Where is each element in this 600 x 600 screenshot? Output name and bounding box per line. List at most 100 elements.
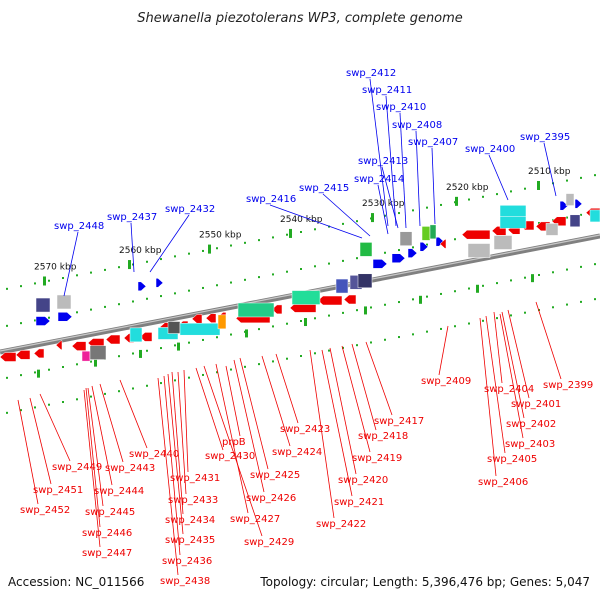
track-dot xyxy=(412,209,414,212)
reverse-gene-arrow xyxy=(71,341,87,351)
track-dot xyxy=(244,365,246,368)
track-dot xyxy=(174,292,176,295)
reverse-leader-line xyxy=(499,313,524,439)
track-dot xyxy=(258,328,260,331)
reverse-leader-line xyxy=(493,311,503,384)
reverse-leader-line xyxy=(261,355,291,447)
scale-tick-mark xyxy=(245,329,248,338)
reverse-gene-label: swp_2447 xyxy=(82,548,132,559)
forward-gene-label: swp_2410 xyxy=(376,102,426,113)
forward-gene-arrow xyxy=(391,253,406,263)
scale-tick-mark xyxy=(304,318,307,327)
forward-gene-arrow xyxy=(35,316,51,326)
scale-tick-mark xyxy=(37,369,40,378)
gene-feature-block xyxy=(129,327,143,343)
track-dot xyxy=(580,213,582,216)
forward-gene-arrow xyxy=(57,312,73,322)
forward-leader-line xyxy=(488,154,509,201)
track-dot xyxy=(552,306,554,309)
track-dot xyxy=(230,244,232,247)
gene-feature-block xyxy=(217,314,227,330)
track-dot xyxy=(90,360,92,363)
track-dot xyxy=(146,384,148,387)
reverse-gene-arrow xyxy=(271,304,283,315)
forward-gene-label: swp_2395 xyxy=(520,132,570,143)
track-dot xyxy=(146,260,148,263)
track-dot xyxy=(286,233,288,236)
scale-tick-mark xyxy=(208,244,211,254)
track-dot xyxy=(566,179,568,182)
forward-leader-line xyxy=(381,166,399,229)
track-dot xyxy=(62,401,64,404)
reverse-leader-line xyxy=(225,365,241,437)
reverse-leader-line xyxy=(83,389,101,548)
track-dot xyxy=(356,220,358,223)
track-dot xyxy=(468,287,470,290)
reverse-gene-label: prpB xyxy=(222,437,246,448)
reverse-gene-label: swp_2401 xyxy=(511,399,561,410)
track-dot xyxy=(160,382,162,385)
track-dot xyxy=(230,368,232,371)
reverse-gene-label: swp_2436 xyxy=(162,556,212,567)
track-dot xyxy=(300,355,302,357)
reverse-leader-line xyxy=(203,365,263,537)
gene-feature-block xyxy=(237,302,275,318)
scale-tick-label: 2560 kbp xyxy=(119,246,162,256)
reverse-gene-label: swp_2399 xyxy=(543,380,593,391)
forward-leader-line xyxy=(149,214,190,273)
reverse-leader-line xyxy=(195,367,224,451)
reverse-leader-line xyxy=(167,373,184,535)
track-dot xyxy=(76,398,78,401)
gene-feature-block xyxy=(359,242,373,257)
track-dot xyxy=(440,292,442,295)
forward-leader-line xyxy=(269,204,363,239)
track-dot xyxy=(132,387,134,390)
track-dot xyxy=(412,333,414,336)
track-dot xyxy=(300,268,302,270)
scale-tick-mark xyxy=(537,180,540,190)
track-dot xyxy=(6,287,8,290)
scale-tick-mark xyxy=(43,276,46,286)
track-dot xyxy=(6,376,8,379)
track-dot xyxy=(482,195,484,198)
scale-tick-mark xyxy=(455,196,458,206)
scale-tick-label: 2540 kbp xyxy=(280,215,323,225)
reverse-gene-label: swp_2433 xyxy=(168,495,218,506)
track-dot xyxy=(328,262,330,265)
reverse-leader-line xyxy=(341,345,371,453)
reverse-gene-label: swp_2430 xyxy=(205,451,255,462)
scale-tick-mark xyxy=(128,260,131,270)
gene-feature-block xyxy=(569,214,581,228)
track-dot xyxy=(426,330,428,333)
forward-gene-arrow xyxy=(559,200,569,211)
reverse-leader-line xyxy=(239,357,269,470)
reverse-leader-line xyxy=(535,301,562,380)
reverse-gene-arrow xyxy=(55,340,63,350)
gene-feature-block xyxy=(499,216,527,229)
track-dot xyxy=(538,221,540,224)
reverse-gene-arrow xyxy=(33,348,45,359)
track-dot xyxy=(132,263,134,266)
reverse-leader-line xyxy=(438,325,449,376)
forward-gene-label: swp_2400 xyxy=(465,144,515,155)
track-dot xyxy=(370,341,372,344)
reverse-gene-label: swp_2418 xyxy=(358,431,408,442)
reverse-gene-label: swp_2427 xyxy=(230,514,280,525)
track-dot xyxy=(258,363,260,366)
forward-gene-arrow xyxy=(372,259,388,269)
forward-gene-arrow xyxy=(155,278,164,288)
gene-feature-block xyxy=(89,345,107,360)
forward-gene-label: swp_2411 xyxy=(362,85,412,96)
forward-gene-arrow xyxy=(407,248,418,258)
track-dot xyxy=(426,206,428,209)
track-dot xyxy=(62,366,64,369)
track-dot xyxy=(202,373,204,376)
track-dot xyxy=(20,409,22,412)
track-dot xyxy=(174,255,176,258)
gene-labels: swp_2412 swp_2411 swp_2410 swp_2408 swp_2407… xyxy=(20,68,593,587)
track-dot xyxy=(398,249,400,252)
track-dot xyxy=(244,241,246,244)
track-dot xyxy=(90,308,92,311)
track-dot xyxy=(552,271,554,274)
